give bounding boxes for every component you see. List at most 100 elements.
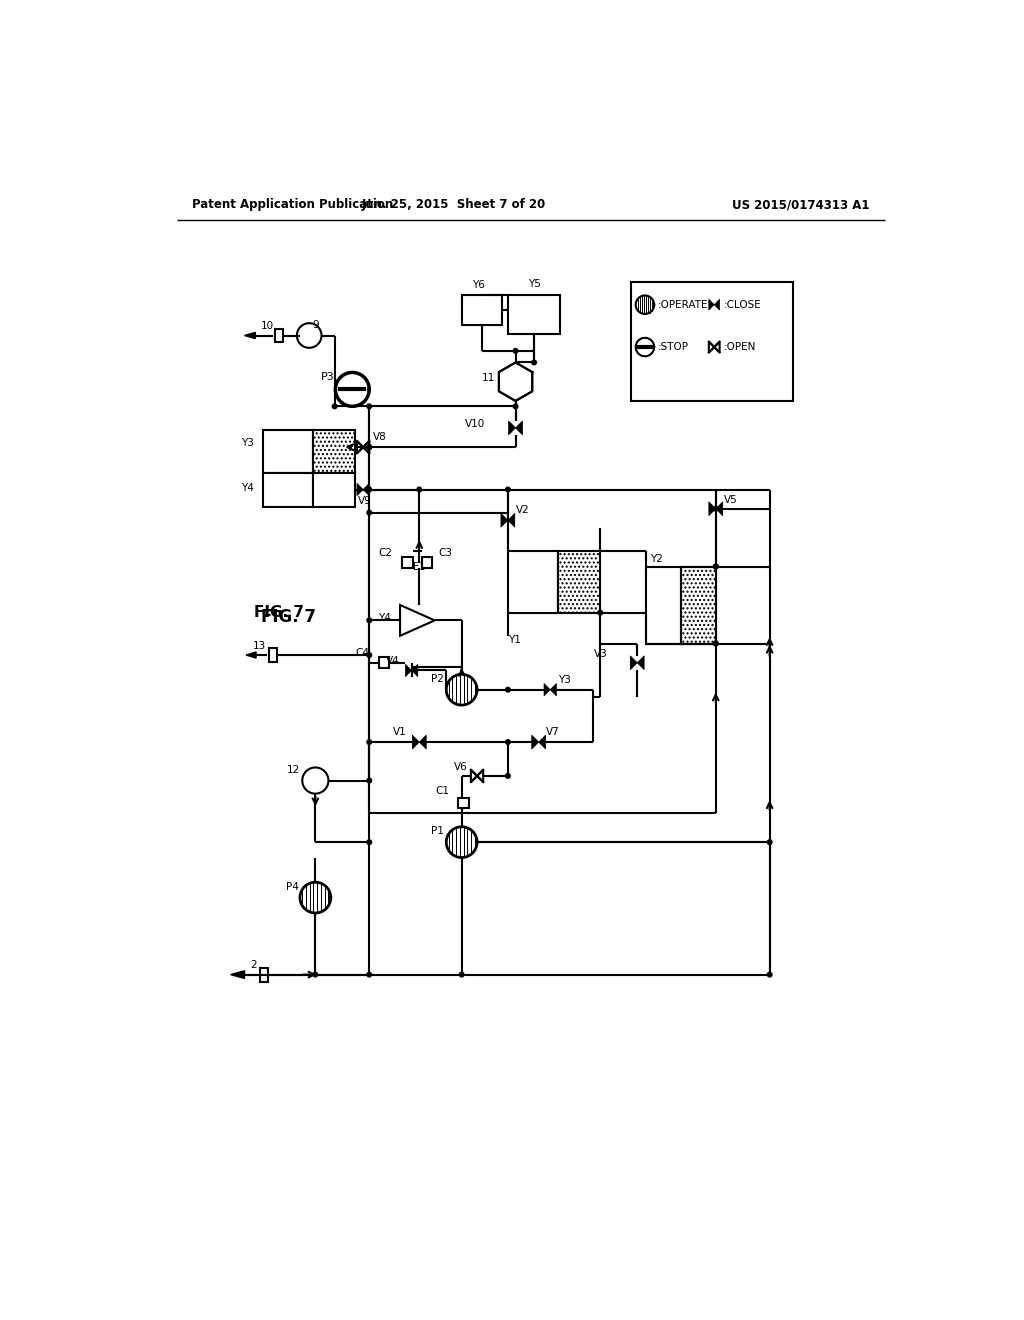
Text: V6: V6 <box>454 762 468 772</box>
Circle shape <box>333 404 337 409</box>
Circle shape <box>367 840 372 845</box>
Polygon shape <box>406 664 412 677</box>
Circle shape <box>367 404 372 409</box>
Circle shape <box>417 487 422 492</box>
Polygon shape <box>709 300 714 310</box>
Text: V8: V8 <box>373 432 387 442</box>
Bar <box>462 296 502 325</box>
Text: P1: P1 <box>431 826 444 837</box>
Polygon shape <box>509 421 515 434</box>
Text: 11: 11 <box>481 372 495 383</box>
Circle shape <box>767 840 772 845</box>
Bar <box>263 473 313 507</box>
Polygon shape <box>412 664 418 677</box>
Circle shape <box>714 564 718 569</box>
Polygon shape <box>716 502 723 516</box>
Bar <box>458 797 469 808</box>
Circle shape <box>367 511 372 515</box>
Circle shape <box>506 688 510 692</box>
Text: :STOP: :STOP <box>658 342 689 352</box>
Polygon shape <box>419 735 426 748</box>
Circle shape <box>367 739 372 744</box>
Text: V4: V4 <box>386 656 400 667</box>
Polygon shape <box>357 483 364 496</box>
Text: FIG. 7: FIG. 7 <box>254 605 304 620</box>
Circle shape <box>367 445 372 449</box>
Bar <box>508 296 560 334</box>
Polygon shape <box>637 656 644 669</box>
Polygon shape <box>709 502 716 516</box>
Text: V5: V5 <box>724 495 737 504</box>
Polygon shape <box>246 652 256 659</box>
Polygon shape <box>413 735 419 748</box>
Text: 2: 2 <box>251 961 257 970</box>
Text: C1: C1 <box>435 787 450 796</box>
Circle shape <box>367 487 372 492</box>
Bar <box>681 566 716 644</box>
Text: 13: 13 <box>253 640 266 651</box>
Circle shape <box>297 323 322 348</box>
Polygon shape <box>550 684 556 696</box>
Bar <box>379 657 389 668</box>
Polygon shape <box>539 735 546 748</box>
Polygon shape <box>531 735 539 748</box>
Text: C3: C3 <box>438 548 453 557</box>
Text: Y6: Y6 <box>472 280 485 290</box>
Circle shape <box>302 767 329 793</box>
Text: V10: V10 <box>465 418 484 429</box>
Text: V7: V7 <box>547 727 560 737</box>
Text: V3: V3 <box>594 648 608 659</box>
Circle shape <box>367 618 372 623</box>
Text: P3: P3 <box>321 372 335 381</box>
Circle shape <box>598 610 602 615</box>
Polygon shape <box>631 656 637 669</box>
Bar <box>313 430 355 473</box>
Circle shape <box>513 348 518 354</box>
Circle shape <box>313 973 317 977</box>
Text: Y2: Y2 <box>650 554 664 564</box>
Text: Y5: Y5 <box>527 279 541 289</box>
Bar <box>402 557 413 568</box>
Text: 10: 10 <box>261 321 274 331</box>
Text: Jun. 25, 2015  Sheet 7 of 20: Jun. 25, 2015 Sheet 7 of 20 <box>361 198 546 211</box>
Text: Patent Application Publication: Patent Application Publication <box>193 198 393 211</box>
Circle shape <box>506 774 510 779</box>
Circle shape <box>714 642 718 645</box>
Text: US 2015/0174313 A1: US 2015/0174313 A1 <box>732 198 869 211</box>
Circle shape <box>714 507 718 511</box>
Text: :OPEN: :OPEN <box>724 342 756 352</box>
Text: C4: C4 <box>355 648 370 657</box>
Bar <box>422 557 432 568</box>
Text: Y1: Y1 <box>508 635 521 644</box>
Bar <box>269 648 276 663</box>
Text: E1: E1 <box>414 561 425 572</box>
Polygon shape <box>515 421 522 434</box>
Polygon shape <box>501 513 508 527</box>
Polygon shape <box>400 605 435 636</box>
Text: 9: 9 <box>312 319 318 330</box>
Polygon shape <box>544 684 550 696</box>
Polygon shape <box>230 970 245 978</box>
Circle shape <box>506 487 510 492</box>
Text: :OPERATE: :OPERATE <box>658 300 709 310</box>
Polygon shape <box>508 513 515 527</box>
Bar <box>508 552 558 612</box>
Circle shape <box>513 404 518 409</box>
Text: V2: V2 <box>515 506 529 515</box>
Text: V9: V9 <box>357 496 372 506</box>
Text: Y3: Y3 <box>241 438 254 449</box>
Polygon shape <box>714 300 720 310</box>
Text: C2: C2 <box>378 548 392 557</box>
Circle shape <box>714 642 718 645</box>
Text: V1: V1 <box>392 727 407 737</box>
Text: Y3: Y3 <box>558 676 570 685</box>
Circle shape <box>460 973 464 977</box>
Circle shape <box>367 973 372 977</box>
Circle shape <box>367 779 372 783</box>
Text: Y4: Y4 <box>378 612 391 623</box>
Bar <box>313 473 355 507</box>
Polygon shape <box>364 483 370 496</box>
Bar <box>631 281 793 401</box>
Circle shape <box>767 973 772 977</box>
Circle shape <box>506 739 510 744</box>
